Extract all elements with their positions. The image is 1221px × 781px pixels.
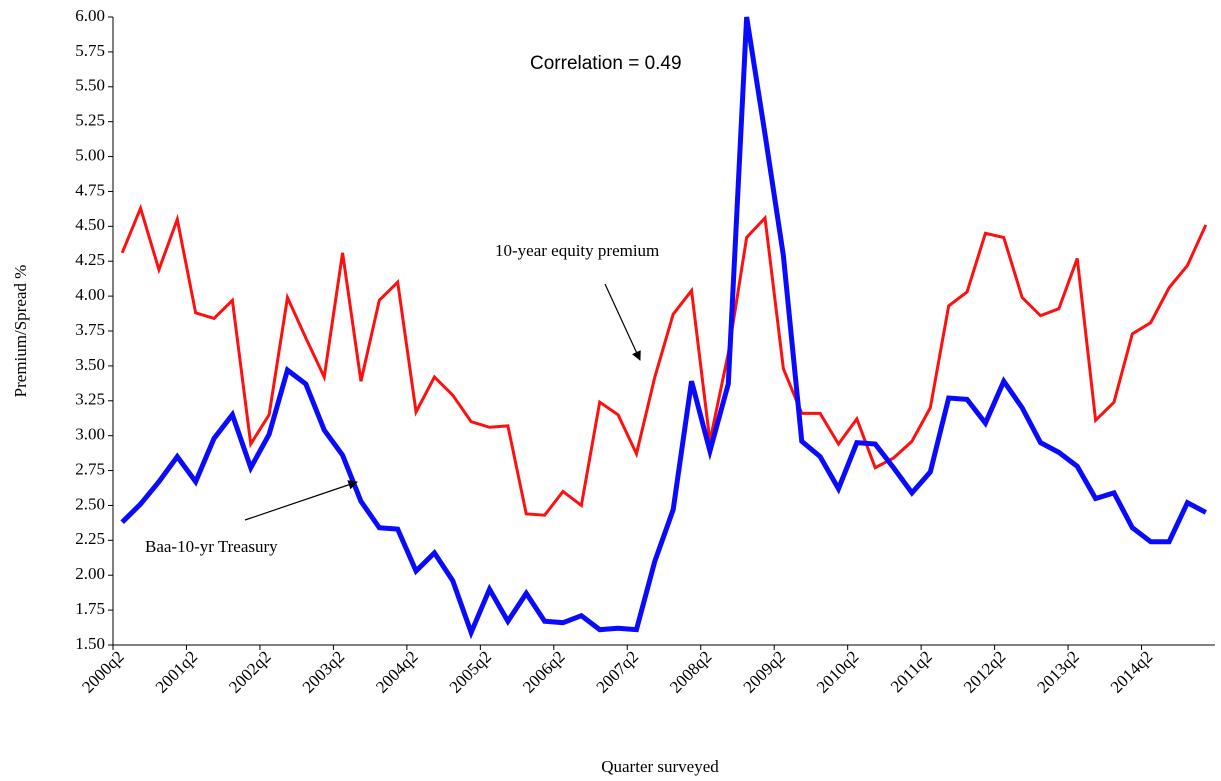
annotation: Correlation = 0.49 — [530, 53, 682, 74]
y-tick-label: 4.25 — [75, 250, 105, 269]
x-tick-label: 2005q2 — [446, 647, 495, 696]
y-tick-label: 5.75 — [75, 41, 105, 60]
y-tick-label: 3.50 — [75, 355, 105, 374]
x-tick-label: 2010q2 — [813, 647, 862, 696]
annotation: Baa-10-yr Treasury — [145, 537, 278, 556]
y-tick-label: 3.25 — [75, 390, 105, 409]
x-tick-label: 2003q2 — [299, 647, 348, 696]
x-tick-label: 2009q2 — [739, 647, 788, 696]
x-tick-label: 2008q2 — [666, 647, 715, 696]
x-tick-label: 2000q2 — [78, 647, 127, 696]
x-tick-label: 2014q2 — [1107, 647, 1156, 696]
x-tick-label: 2006q2 — [519, 647, 568, 696]
annotation-arrow — [604, 283, 641, 361]
x-tick-label: 2012q2 — [960, 647, 1009, 696]
annotation-arrow — [244, 480, 358, 521]
y-tick-label: 2.50 — [75, 494, 105, 513]
y-tick-label: 2.25 — [75, 529, 105, 548]
x-axis-title: Quarter surveyed — [601, 757, 719, 776]
annotation: 10-year equity premium — [495, 241, 659, 260]
plot-area — [120, 16, 1208, 640]
y-tick-label: 5.25 — [75, 111, 105, 130]
y-tick-label: 4.75 — [75, 180, 105, 199]
y-tick-label: 4.50 — [75, 215, 105, 234]
x-tick-label: 2004q2 — [372, 647, 421, 696]
x-tick-label: 2011q2 — [887, 647, 936, 696]
y-tick-label: 1.75 — [75, 599, 105, 618]
x-tick-label: 2007q2 — [593, 647, 642, 696]
y-tick-label: 4.00 — [75, 285, 105, 304]
x-tick-label: 2013q2 — [1033, 647, 1082, 696]
y-tick-label: 3.00 — [75, 425, 105, 444]
y-tick-label: 6.00 — [75, 6, 105, 25]
x-tick-label: 2002q2 — [225, 647, 274, 696]
y-tick-label: 1.50 — [75, 634, 105, 653]
y-axis-title: Premium/Spread % — [11, 265, 30, 398]
y-tick-label: 3.75 — [75, 320, 105, 339]
y-tick-label: 2.00 — [75, 564, 105, 583]
x-tick-label: 2001q2 — [152, 647, 201, 696]
series-line — [120, 203, 1208, 517]
y-tick-label: 2.75 — [75, 459, 105, 478]
y-tick-label: 5.00 — [75, 145, 105, 164]
y-tick-label: 5.50 — [75, 76, 105, 95]
series-line — [120, 16, 1207, 640]
